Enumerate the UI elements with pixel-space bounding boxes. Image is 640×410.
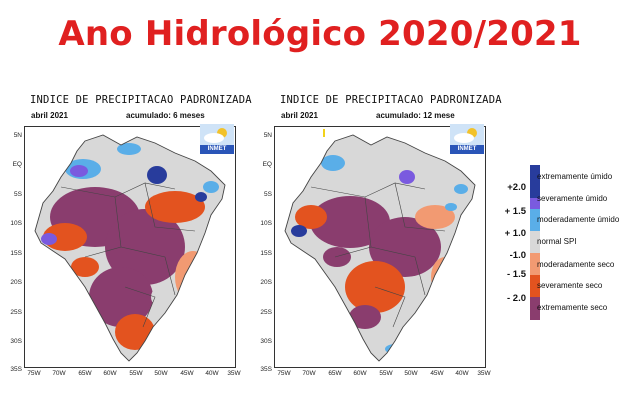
legend-threshold: + 1.0	[504, 228, 526, 239]
spi-map-12-months: INDICE DE PRECIPITACAO PADRONIZADA abril…	[260, 92, 501, 387]
lat-label: 10S	[260, 220, 272, 227]
legend-label-extremely-wet: extremamente úmido	[537, 172, 613, 181]
legend-threshold: - 2.0	[506, 293, 526, 304]
cloud-sun-icon	[450, 124, 484, 146]
lat-label: 15S	[10, 250, 22, 257]
lat-label: 20S	[10, 279, 22, 286]
lon-label: 50W	[154, 370, 168, 377]
legend-swatch-normal	[530, 231, 540, 253]
lat-label: 5S	[14, 191, 22, 198]
lat-label: EQ	[12, 161, 22, 168]
legend-swatch-extremely-dry	[530, 297, 540, 320]
legend-label-moderately-dry: moderadamente seco	[537, 260, 615, 269]
lat-label: EQ	[262, 161, 272, 168]
lon-label: 40W	[455, 370, 469, 377]
cloud-sun-icon	[200, 124, 234, 146]
legend-threshold: -1.0	[509, 250, 526, 261]
lat-label: 20S	[260, 279, 272, 286]
legend-threshold: +2.0	[507, 182, 526, 193]
logo-label: INMET	[200, 145, 234, 154]
lon-label: 65W	[328, 370, 342, 377]
brazil-spi-map	[34, 134, 226, 362]
lon-label: 70W	[52, 370, 66, 377]
lon-label: 60W	[103, 370, 117, 377]
legend-swatch-extremely-wet	[530, 165, 540, 198]
legend-threshold: + 1.5	[504, 206, 526, 217]
legend-color-bar	[530, 165, 540, 320]
map-marker	[323, 129, 325, 137]
legend-label-severely-dry: severamente seco	[537, 281, 603, 290]
inmet-logo: INMET	[450, 124, 484, 154]
lat-label: 30S	[260, 338, 272, 345]
map-period: acumulado: 6 meses	[126, 111, 205, 120]
legend-swatch-moderately-dry	[530, 253, 540, 275]
lon-label: 40W	[205, 370, 219, 377]
map-area	[24, 126, 236, 368]
lon-label: 50W	[404, 370, 418, 377]
logo-label: INMET	[450, 145, 484, 154]
lon-label: 75W	[27, 370, 41, 377]
lat-label: 5N	[263, 132, 272, 139]
lon-label: 75W	[277, 370, 291, 377]
map-date: abril 2021	[281, 111, 318, 120]
legend-swatch-severely-wet	[530, 198, 540, 209]
lat-label: 25S	[10, 309, 22, 316]
lat-label: 15S	[260, 250, 272, 257]
lon-label: 35W	[227, 370, 241, 377]
brazil-spi-map	[284, 129, 476, 362]
lon-label: 45W	[180, 370, 194, 377]
inmet-logo: INMET	[200, 124, 234, 154]
page-title: Ano Hidrológico 2020/2021	[58, 14, 582, 54]
lon-label: 65W	[78, 370, 92, 377]
map-title: INDICE DE PRECIPITACAO PADRONIZADA	[30, 94, 252, 106]
legend-label-severely-wet: severamente úmido	[537, 194, 608, 203]
lat-label: 35S	[10, 366, 22, 373]
legend-swatch-severely-dry	[530, 275, 540, 297]
legend-label-moderately-wet: moderadamente úmido	[537, 215, 620, 224]
lat-label: 30S	[10, 338, 22, 345]
lon-label: 35W	[477, 370, 491, 377]
map-title: INDICE DE PRECIPITACAO PADRONIZADA	[280, 94, 502, 106]
lat-label: 5S	[264, 191, 272, 198]
map-period: acumulado: 12 mese	[376, 111, 455, 120]
spi-map-6-months: INDICE DE PRECIPITACAO PADRONIZADA abril…	[10, 92, 251, 387]
lon-label: 55W	[129, 370, 143, 377]
legend-threshold: - 1.5	[506, 269, 526, 280]
lat-label: 35S	[260, 366, 272, 373]
legend-swatch-moderately-wet	[530, 209, 540, 231]
lon-label: 70W	[302, 370, 316, 377]
lon-label: 45W	[430, 370, 444, 377]
map-date: abril 2021	[31, 111, 68, 120]
spi-legend: extremamente úmido severamente úmido mod…	[496, 165, 636, 325]
lat-label: 25S	[260, 309, 272, 316]
lon-label: 60W	[353, 370, 367, 377]
legend-label-extremely-dry: extremamente seco	[537, 303, 608, 312]
lat-label: 5N	[13, 132, 22, 139]
map-area	[274, 126, 486, 368]
lon-label: 55W	[379, 370, 393, 377]
lat-label: 10S	[10, 220, 22, 227]
legend-label-normal: normal SPI	[537, 237, 577, 246]
